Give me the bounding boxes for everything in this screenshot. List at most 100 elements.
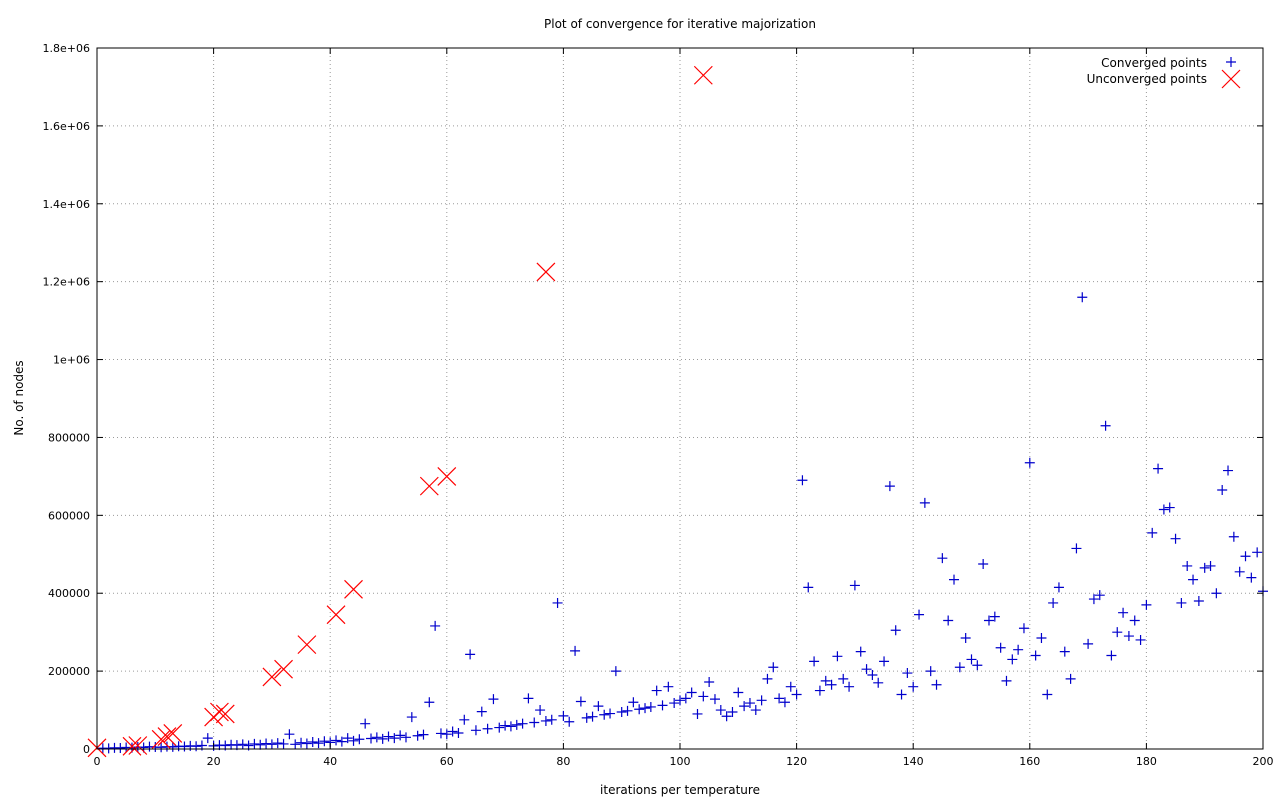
converged-point: [640, 703, 651, 714]
x-tick-label: 200: [1253, 755, 1274, 768]
converged-point: [832, 651, 843, 662]
converged-point: [517, 718, 528, 729]
converged-point: [884, 481, 895, 492]
converged-point: [1141, 599, 1152, 610]
converged-point: [797, 475, 808, 486]
converged-point: [628, 697, 639, 708]
converged-point: [1182, 560, 1193, 571]
converged-point: [505, 721, 516, 732]
legend-label-unconverged: Unconverged points: [1087, 72, 1207, 86]
unconverged-point: [326, 605, 346, 625]
unconverged-point: [163, 723, 183, 743]
converged-point: [890, 625, 901, 636]
converged-point: [1228, 531, 1239, 542]
converged-point: [663, 681, 674, 692]
converged-point: [750, 705, 761, 716]
converged-point: [511, 719, 522, 730]
converged-point: [424, 697, 435, 708]
converged-point: [919, 497, 930, 508]
converged-point: [331, 735, 342, 746]
converged-point: [680, 693, 691, 704]
converged-point: [791, 689, 802, 700]
converged-point: [908, 681, 919, 692]
converged-point: [675, 695, 685, 706]
converged-point: [814, 685, 825, 696]
converged-point: [838, 673, 849, 684]
axes: 0 20 40 60 80 100 120 140 160 180 200 0 200000 400000…: [43, 42, 1274, 768]
legend-mark-unconverged: [1221, 69, 1241, 89]
y-tick-label: 200000: [48, 665, 90, 678]
converged-point: [1147, 527, 1158, 538]
converged-point: [581, 712, 592, 723]
converged-point: [1188, 574, 1199, 585]
unconverged-point: [344, 579, 363, 599]
y-tick-label: 0: [83, 743, 90, 756]
converged-point: [651, 685, 662, 696]
converged-point: [587, 711, 598, 722]
converged-point: [336, 736, 347, 747]
converged-point: [459, 714, 470, 725]
converged-point: [593, 701, 604, 712]
converged-point: [762, 673, 773, 684]
converged-point: [1065, 673, 1076, 684]
converged-point: [1053, 582, 1064, 593]
converged-point: [861, 664, 872, 675]
converged-point: [1205, 560, 1216, 571]
unconverged-point: [210, 702, 229, 722]
converged-point: [1013, 644, 1024, 655]
converged-point: [540, 715, 551, 726]
converged-point: [1176, 597, 1187, 608]
converged-point: [1077, 292, 1088, 303]
converged-point: [873, 677, 884, 688]
legend-label-converged: Converged points: [1101, 56, 1207, 70]
converged-point: [1071, 543, 1082, 554]
converged-point: [447, 726, 458, 737]
converged-point: [972, 660, 983, 671]
converged-point: [995, 642, 1006, 653]
unconverged-point: [128, 736, 148, 755]
converged-point: [774, 693, 785, 704]
converged-point: [290, 739, 301, 750]
y-tick-label: 1.4e+06: [43, 198, 90, 211]
converged-point: [255, 739, 266, 750]
converged-point: [739, 701, 750, 712]
converged-point: [546, 714, 557, 725]
y-axis-label: No. of nodes: [12, 360, 26, 435]
converged-point: [1118, 607, 1129, 618]
converged-point: [1170, 533, 1181, 544]
unconverged-point: [262, 667, 282, 687]
converged-point: [278, 738, 289, 749]
converged-point: [1123, 631, 1134, 642]
converged-point: [1106, 650, 1117, 661]
converged-point: [202, 733, 213, 744]
y-tick-label: 1.8e+06: [43, 42, 90, 55]
converged-point: [809, 656, 820, 667]
converged-point: [1246, 572, 1257, 583]
converged-point: [634, 704, 645, 715]
converged-point: [820, 675, 831, 686]
marks: [87, 65, 1268, 758]
converged-point: [715, 705, 726, 716]
x-tick-label: 120: [786, 755, 807, 768]
converged-point: [949, 574, 960, 585]
converged-point: [1048, 597, 1059, 608]
converged-point: [721, 711, 732, 722]
converged-point: [709, 694, 720, 705]
converged-point: [844, 681, 855, 692]
unconverged-point: [297, 635, 317, 655]
converged-point: [395, 730, 406, 741]
converged-point: [400, 732, 411, 743]
converged-point: [412, 730, 423, 741]
y-tick-label: 1.2e+06: [43, 276, 90, 289]
y-tick-label: 400000: [48, 587, 90, 600]
converged-point: [313, 738, 324, 749]
converged-point: [348, 735, 359, 746]
converged-point: [925, 666, 936, 677]
y-tick-label: 600000: [48, 509, 90, 522]
converged-point: [1018, 623, 1029, 634]
converged-point: [744, 698, 755, 709]
converged-point: [960, 633, 971, 644]
converged-point: [1211, 588, 1222, 599]
